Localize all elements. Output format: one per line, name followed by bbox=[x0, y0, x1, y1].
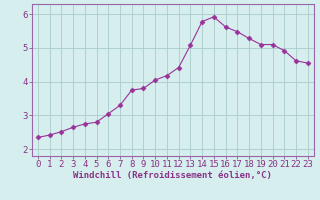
X-axis label: Windchill (Refroidissement éolien,°C): Windchill (Refroidissement éolien,°C) bbox=[73, 171, 272, 180]
